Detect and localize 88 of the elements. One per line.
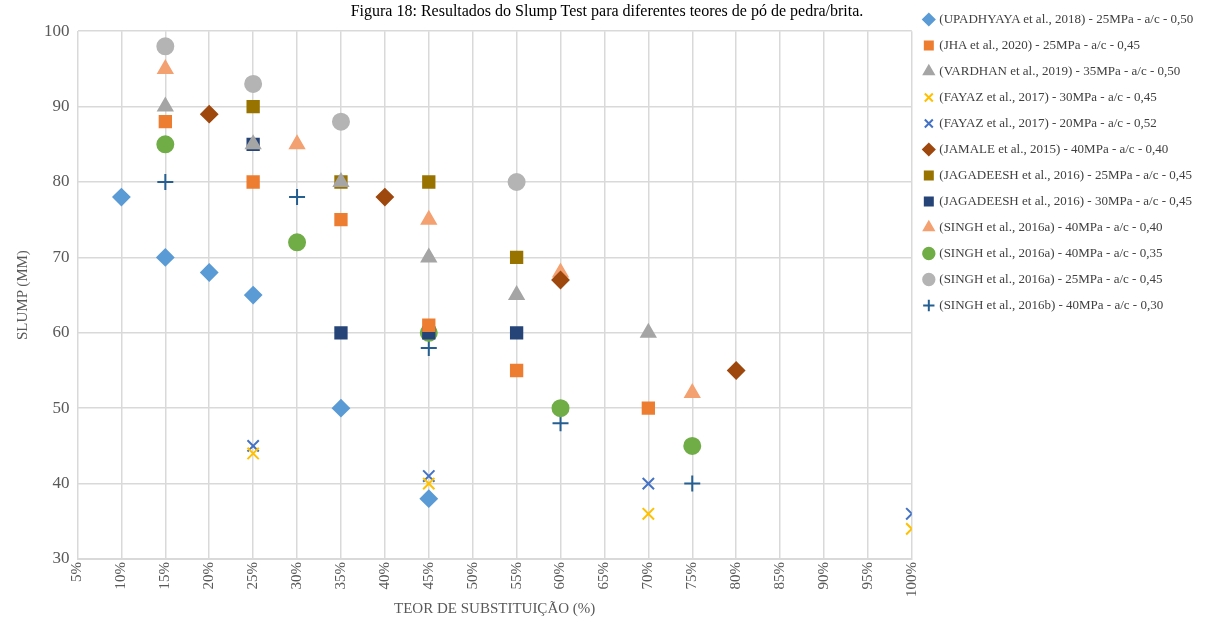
x-tick-label: 70% — [639, 562, 656, 590]
point — [289, 135, 305, 150]
legend-label: (FAYAZ et al., 2017) - 20MPa - a/c - 0,52 — [939, 114, 1157, 130]
y-tick-label: 70 — [52, 246, 70, 266]
y-tick-label: 90 — [52, 96, 70, 116]
chart-title: Figura 18: Resultados do Slump Test para diferentes teores de pó de pedra/brita. — [350, 1, 864, 20]
point — [158, 115, 172, 129]
point — [156, 173, 175, 191]
y-tick-label: 80 — [52, 171, 70, 191]
point — [112, 188, 131, 207]
point — [331, 112, 350, 131]
point — [246, 175, 260, 189]
x-tick-label: 45% — [419, 562, 436, 590]
point — [509, 250, 524, 265]
point — [244, 74, 263, 93]
x-tick-label: 65% — [595, 562, 612, 590]
x-tick-label: 10% — [112, 562, 129, 590]
legend-label: (JAGADEESH et al., 2016) - 25MPa - a/c - 0,45 — [939, 166, 1193, 182]
point — [246, 99, 260, 114]
point — [244, 286, 263, 305]
point — [156, 135, 175, 154]
point — [420, 248, 437, 263]
point — [157, 97, 174, 112]
point — [507, 173, 526, 191]
x-tick-label: 60% — [551, 562, 568, 590]
legend-label: (JAGADEESH et al., 2016) - 30MPa - a/c - 0,45 — [939, 192, 1193, 208]
x-tick-label: 85% — [771, 562, 788, 590]
point — [683, 436, 702, 455]
point — [727, 361, 746, 380]
y-tick-label: 50 — [52, 397, 70, 417]
legend-label: (UPADHYAYA et al., 2018) - 25MPa - a/c - 0,50 — [939, 10, 1194, 26]
x-tick-label: 25% — [244, 562, 261, 590]
point — [508, 286, 525, 301]
y-tick-label: 60 — [52, 322, 70, 342]
point — [641, 507, 655, 521]
point — [419, 489, 438, 508]
point — [288, 233, 307, 252]
point — [422, 318, 436, 332]
point — [684, 384, 701, 399]
x-tick-label: 50% — [463, 562, 480, 590]
x-tick-label: 95% — [858, 562, 875, 590]
x-tick-label: 55% — [507, 562, 524, 590]
point — [246, 439, 260, 453]
point — [288, 188, 307, 207]
point — [551, 271, 570, 290]
x-tick-label: 20% — [200, 562, 217, 590]
point — [422, 175, 436, 189]
x-tick-label: 5% — [68, 562, 85, 582]
legend-label: (FAYAZ et al., 2017) - 30MPa - a/c - 0,45 — [939, 88, 1157, 104]
x-tick-label: 15% — [156, 562, 173, 590]
y-tick-label: 100 — [44, 20, 70, 40]
point — [422, 469, 436, 483]
point — [334, 213, 348, 227]
x-tick-label: 80% — [727, 562, 744, 590]
legend-label: (SINGH et al., 2016a) - 25MPa - a/c - 0,45 — [939, 270, 1163, 286]
point — [420, 210, 437, 225]
y-axis-title: SLUMP (MM) — [13, 250, 31, 341]
point — [331, 399, 350, 418]
legend-label: (SINGH et al., 2016b) - 40MPa - a/c - 0,30 — [939, 296, 1164, 312]
point — [200, 105, 219, 124]
x-tick-label: 30% — [287, 562, 304, 590]
y-tick-label: 30 — [52, 548, 70, 568]
point — [683, 474, 702, 493]
point — [509, 363, 524, 378]
legend-label: (JAMALE et al., 2015) - 40MPa - a/c - 0,40 — [939, 140, 1169, 156]
point — [157, 59, 174, 74]
legend-label: (VARDHAN et al., 2019) - 35MPa - a/c - 0,50 — [939, 62, 1181, 78]
point — [156, 248, 175, 267]
point — [509, 326, 524, 340]
x-tick-label: 35% — [331, 562, 348, 590]
point — [551, 399, 570, 418]
y-tick-label: 40 — [52, 473, 70, 493]
legend-label: (SINGH et al., 2016a) - 40MPa - a/c - 0,35 — [939, 244, 1163, 260]
x-axis-title: TEOR DE SUBSTITUIÇÃO (%) — [394, 599, 596, 617]
x-tick-label: 75% — [683, 562, 700, 590]
point — [641, 476, 655, 491]
legend-label: (SINGH et al., 2016a) - 40MPa - a/c - 0,40 — [939, 218, 1163, 234]
legend-label: (JHA et al., 2020) - 25MPa - a/c - 0,45 — [939, 36, 1141, 52]
point — [156, 37, 175, 56]
point — [200, 263, 219, 282]
point — [334, 326, 348, 340]
x-tick-label: 90% — [814, 562, 831, 590]
point — [422, 476, 436, 491]
x-tick-label: 100% — [902, 562, 919, 597]
point — [641, 401, 655, 415]
point — [246, 446, 260, 461]
x-tick-label: 40% — [375, 562, 392, 590]
point — [375, 188, 394, 207]
